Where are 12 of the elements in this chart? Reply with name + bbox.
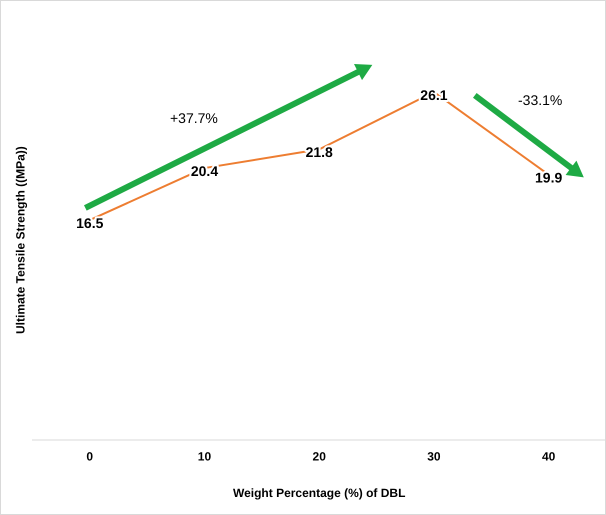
data-label: 21.8	[306, 144, 334, 160]
data-label: 19.9	[535, 170, 562, 186]
x-tick-label: 10	[198, 450, 212, 464]
x-tick-label: 20	[312, 450, 326, 464]
annotation: +37.7%	[170, 110, 218, 126]
x-tick-label: 40	[542, 450, 556, 464]
x-axis-title: Weight Percentage (%) of DBL	[232, 486, 406, 500]
x-tick-label: 0	[86, 450, 94, 464]
x-tick-label: 30	[427, 450, 441, 464]
data-label: 16.5	[76, 214, 104, 231]
annotation: -33.1%	[518, 92, 562, 108]
y-axis-title: Ultimate Tensile Strength ((MPa))	[14, 146, 28, 334]
